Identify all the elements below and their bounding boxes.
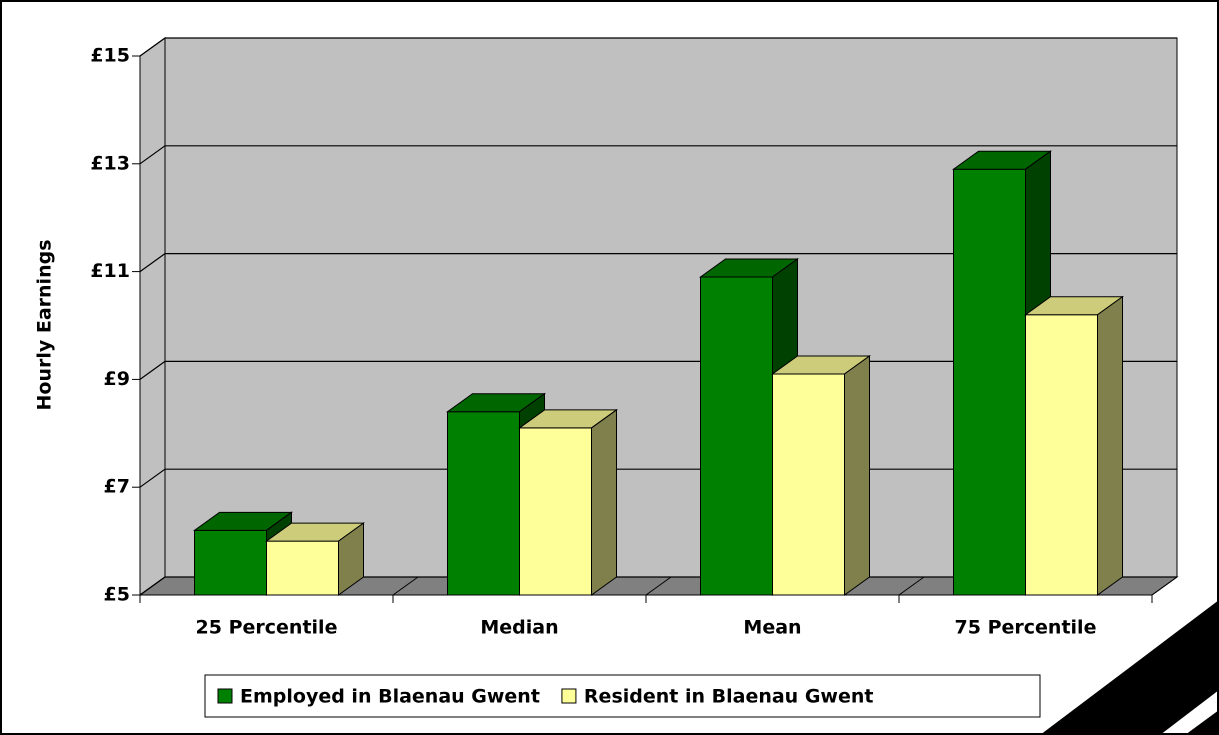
x-tick xyxy=(392,576,419,596)
bar-side xyxy=(844,355,870,596)
corner-decoration xyxy=(1185,710,1219,735)
legend-label: Employed in Blaenau Gwent xyxy=(240,686,540,708)
x-tick xyxy=(1151,576,1178,596)
grid-line xyxy=(139,145,1177,165)
y-tick-label: £7 xyxy=(104,476,130,498)
bar-side xyxy=(1097,295,1123,596)
bar xyxy=(519,427,592,596)
legend xyxy=(204,674,1041,718)
bar xyxy=(1025,314,1098,596)
bar xyxy=(266,540,339,596)
legend-label: Resident in Blaenau Gwent xyxy=(584,686,874,708)
bar-side xyxy=(591,408,617,596)
bar-side xyxy=(338,522,364,596)
side-wall xyxy=(139,37,166,596)
bar xyxy=(447,411,520,596)
y-tick-label: £5 xyxy=(104,584,130,606)
x-tick xyxy=(645,576,672,596)
x-tick-label: Median xyxy=(480,617,558,639)
x-tick-label: 75 Percentile xyxy=(955,617,1097,639)
corner-decoration xyxy=(1040,600,1219,735)
y-tick-label: £13 xyxy=(90,152,130,174)
legend-swatch xyxy=(217,688,233,704)
x-tick xyxy=(139,576,166,596)
y-tick-label: £9 xyxy=(104,368,130,390)
bar xyxy=(772,373,845,596)
y-tick-label: £15 xyxy=(90,45,130,67)
legend-swatch xyxy=(561,688,577,704)
y-tick-label: £11 xyxy=(90,260,130,282)
bar xyxy=(194,529,267,596)
bar xyxy=(700,276,773,596)
x-tick-label: Mean xyxy=(743,617,801,639)
bar xyxy=(953,168,1026,596)
x-tick-label: 25 Percentile xyxy=(196,617,338,639)
x-tick xyxy=(898,576,925,596)
grid-line xyxy=(139,37,1177,57)
y-axis-title: Hourly Earnings xyxy=(34,239,56,410)
grid-line xyxy=(139,253,1177,273)
